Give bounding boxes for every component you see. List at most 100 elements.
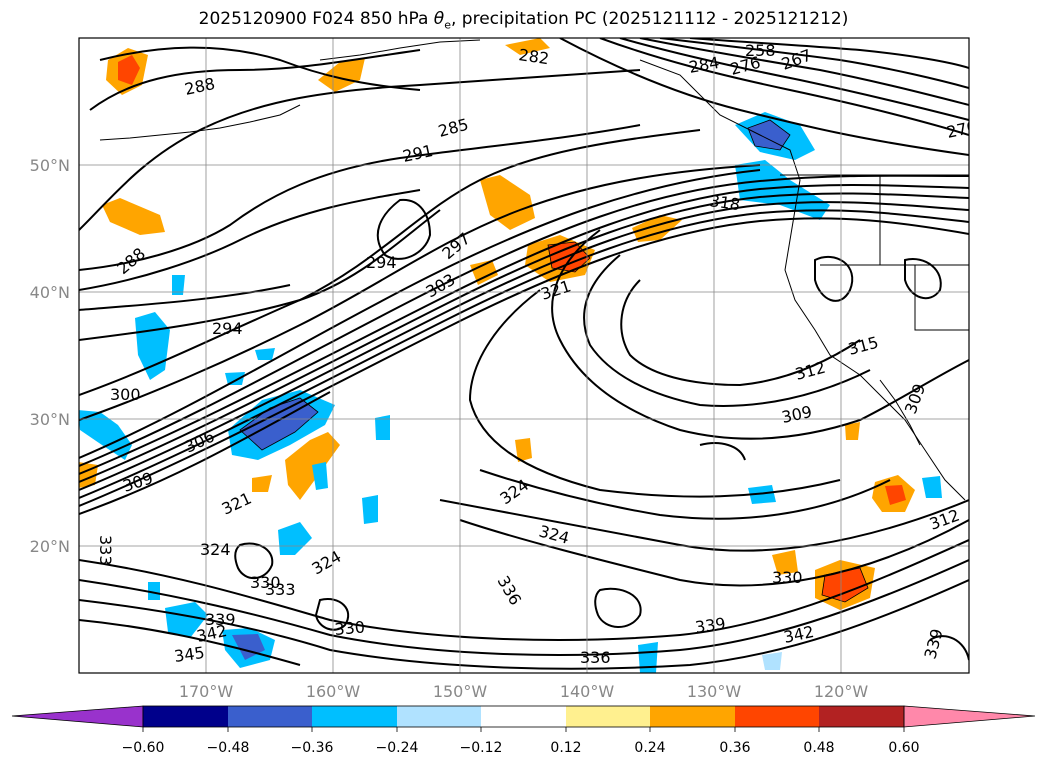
- colorbar: −0.60 −0.48 −0.36 −0.24 −0.12 0.12 0.24 …: [11, 705, 1036, 756]
- lon-label-140w: 140°W: [560, 682, 615, 701]
- precip-negative-patch: [165, 602, 208, 638]
- title-prefix: 2025120900 F024 850 hPa: [198, 9, 434, 29]
- colorbar-tick-labels: −0.60 −0.48 −0.36 −0.24 −0.12 0.12 0.24 …: [122, 740, 920, 756]
- lat-label-20n: 20°N: [30, 537, 70, 556]
- contour-line: [79, 189, 421, 291]
- contour-label: 345: [173, 643, 206, 666]
- colorbar-tick-label: 0.60: [888, 740, 919, 756]
- precip-negative-patch: [922, 476, 942, 498]
- precip-negative-patch: [278, 522, 312, 555]
- precip-negative-patch: [172, 275, 185, 295]
- lon-label-120w: 120°W: [814, 682, 869, 701]
- precip-negative-patch: [748, 485, 776, 504]
- contour-line: [459, 519, 969, 587]
- colorbar-segment: [481, 706, 566, 727]
- contour-line: [583, 254, 871, 407]
- colorbar-tick-label: 0.24: [634, 740, 665, 756]
- contour-line: [79, 209, 969, 499]
- contour-label: 318: [708, 191, 741, 214]
- contour-line: [89, 49, 421, 111]
- contour-line: [479, 469, 891, 520]
- contour-line: [79, 174, 969, 467]
- baja-coastline: [879, 379, 921, 446]
- precip-negative-patch: [148, 582, 160, 600]
- precip-positive-patch: [102, 198, 165, 235]
- colorbar-tick-label: 0.36: [719, 740, 750, 756]
- colorbar-segment: [819, 706, 904, 727]
- title-suffix: , precipitation PC (2025121112 - 2025121…: [450, 9, 849, 29]
- precip-negative-patch: [225, 372, 245, 385]
- precip-outline: [239, 119, 869, 603]
- precip-positive-patch: [505, 38, 550, 55]
- colorbar-segment: [228, 706, 312, 727]
- precip-outline-line: [821, 567, 869, 603]
- colorbar-segment: [650, 706, 735, 727]
- contour-line: [639, 38, 969, 106]
- contour-line: [79, 124, 641, 271]
- precip-positive-core: [822, 568, 868, 602]
- contour-line: [79, 209, 441, 341]
- contour-label: 333: [96, 535, 115, 566]
- precip-negative-patch: [362, 495, 378, 524]
- colorbar-extend-left: [11, 705, 144, 728]
- contour-label: 339: [694, 614, 727, 637]
- precip-positive-patch: [772, 550, 798, 575]
- colorbar-frame: [142, 705, 905, 728]
- lon-label-160w: 160°W: [306, 682, 361, 701]
- contour-line: [234, 542, 274, 580]
- title-theta-subscript: e: [444, 18, 451, 32]
- precip-positive-patch: [470, 260, 498, 285]
- lat-label-50n: 50°N: [30, 156, 70, 175]
- contour-line: [599, 38, 969, 136]
- precip-negative-patch: [375, 415, 390, 440]
- lat-label-30n: 30°N: [30, 410, 70, 429]
- precip-positive-core: [548, 242, 590, 272]
- contour-label: 324: [200, 540, 231, 559]
- aleutian-islands: [99, 104, 301, 141]
- precip-negative-patch: [762, 652, 782, 670]
- precip-negative-core: [240, 398, 318, 450]
- contour-line: [814, 255, 854, 302]
- contour-label: 258: [745, 41, 776, 60]
- contour-line: [468, 289, 841, 498]
- precip-negative-patch: [255, 348, 275, 360]
- colorbar-extend-right: [903, 705, 1036, 728]
- contour-line: [594, 587, 642, 628]
- lon-label-150w: 150°W: [433, 682, 488, 701]
- contour-line: [929, 635, 969, 661]
- contour-line: [699, 442, 746, 461]
- colorbar-tick-label: −0.36: [291, 740, 334, 756]
- plot-title: 2025120900 F024 850 hPa θe, precipitatio…: [0, 9, 1047, 31]
- contour-line: [79, 391, 331, 515]
- contour-line: [79, 192, 969, 483]
- precip-positive-patch: [252, 475, 272, 492]
- precip-positive-core: [885, 485, 906, 505]
- latitude-labels: 50°N 40°N 30°N 20°N: [30, 156, 70, 556]
- contour-line: [79, 129, 701, 396]
- colorbar-ticks: [142, 727, 905, 732]
- contour-line: [79, 559, 969, 656]
- colorbar-tick-label: 0.12: [550, 740, 581, 756]
- precip-positive-patch: [515, 438, 532, 462]
- title-theta: θ: [433, 9, 445, 29]
- colorbar-segment: [735, 706, 819, 727]
- alaska-coastline: [319, 39, 481, 61]
- contour-line: [79, 579, 969, 670]
- contour-label: 330: [334, 617, 366, 639]
- contour-line: [314, 598, 350, 631]
- contour-line: [659, 38, 969, 89]
- colorbar-segment: [143, 706, 228, 727]
- colorbar-tick-label: −0.48: [207, 740, 250, 756]
- state-border: [914, 265, 969, 331]
- contour-line: [79, 69, 641, 231]
- map-area: 288 288 288 282 285 291 294 294 297 300 …: [79, 38, 969, 673]
- contour-line: [99, 46, 421, 91]
- precip-positive-patch: [480, 175, 535, 230]
- contour-line: [79, 284, 291, 311]
- precip-negative-patch: [312, 462, 328, 490]
- precip-outline-line: [747, 119, 791, 151]
- contour-label: 300: [110, 385, 141, 404]
- contour-line: [689, 38, 969, 69]
- contour-line: [904, 258, 942, 300]
